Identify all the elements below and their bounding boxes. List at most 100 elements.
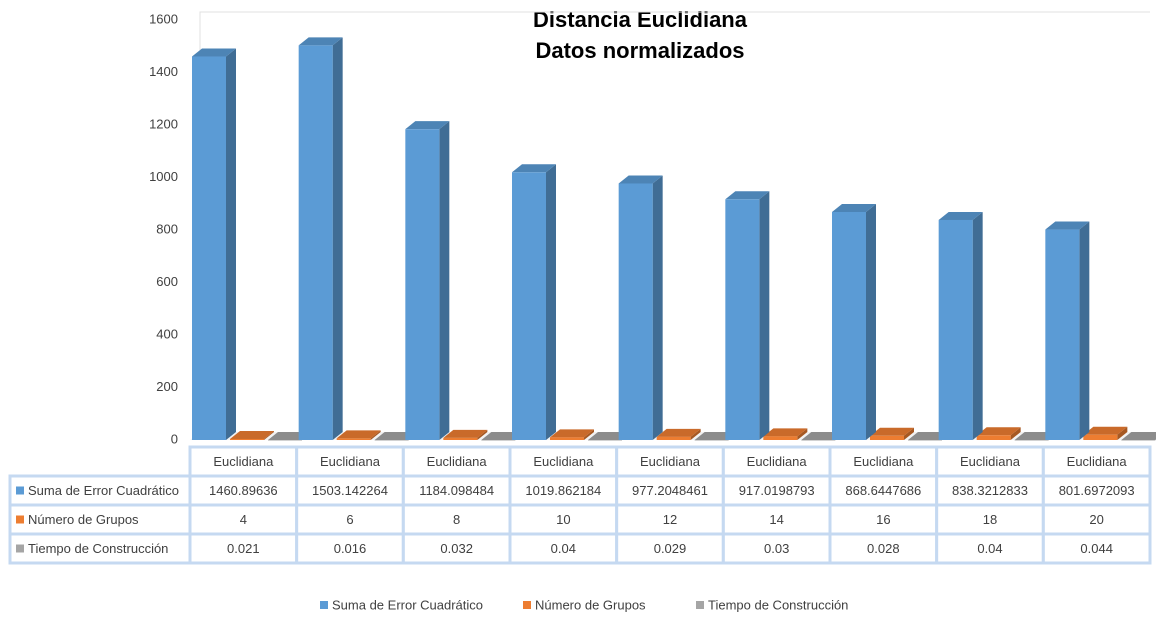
legend-swatch (523, 601, 531, 609)
legend-label: Suma de Error Cuadrático (332, 597, 483, 612)
bar (268, 439, 302, 441)
table-cell (295, 474, 405, 507)
bar (374, 439, 409, 441)
table-value: 0.032 (440, 541, 473, 556)
table-value: 18 (983, 512, 997, 527)
bar-top (763, 428, 808, 437)
bar-side (904, 427, 914, 440)
bar-side (477, 429, 488, 440)
bar-side (866, 203, 876, 440)
bar (481, 439, 516, 441)
chart-subtitle: Datos normalizados (535, 38, 744, 63)
table-cell (1041, 503, 1152, 536)
bar-top (938, 211, 983, 220)
table-cell (615, 474, 725, 507)
table-value: 8 (453, 512, 460, 527)
table-value: 14 (769, 512, 783, 527)
table-value: 0.021 (227, 541, 260, 556)
bar-side (1117, 426, 1128, 440)
x-tick-label: Euclidiana (320, 454, 381, 469)
y-tick-label: 400 (156, 326, 178, 341)
bar (801, 439, 836, 441)
y-tick-label: 0 (171, 431, 178, 446)
table-cell (1041, 532, 1152, 565)
series-label: Tiempo de Construcción (28, 541, 168, 556)
y-tick-label: 200 (156, 379, 178, 394)
bar (976, 435, 1011, 440)
x-tick-label: Euclidiana (747, 454, 808, 469)
bar-top (1083, 426, 1128, 435)
table-value: 1184.098484 (419, 483, 494, 498)
x-tick-label: Euclidiana (1067, 454, 1128, 469)
y-tick-label: 800 (156, 221, 178, 236)
bar-side (690, 428, 701, 440)
table-cell (401, 532, 512, 565)
bar-top (618, 175, 663, 184)
x-tick-label: Euclidiana (640, 454, 701, 469)
bar (336, 438, 371, 440)
table-value: 0.04 (977, 541, 1002, 556)
bar (908, 439, 942, 441)
table-value: 1460.89636 (209, 483, 278, 498)
bar (725, 199, 760, 440)
table-value: 12 (663, 512, 677, 527)
x-tick-label: Euclidiana (533, 454, 594, 469)
table-value: 0.044 (1080, 541, 1113, 556)
bar-top (870, 427, 914, 436)
table-cell (8, 532, 192, 565)
bar (550, 437, 584, 440)
x-tick-label: Euclidiana (960, 454, 1021, 469)
table-cell (295, 445, 405, 478)
bar-top (230, 430, 274, 439)
bar-top (1045, 221, 1090, 230)
table-value: 977.2048461 (632, 483, 708, 498)
bar-side (332, 37, 343, 440)
table-value: 1019.862184 (525, 483, 601, 498)
bar (405, 129, 440, 441)
table-value: 20 (1089, 512, 1103, 527)
y-tick-label: 1000 (149, 169, 178, 184)
bar (618, 183, 653, 440)
table-value: 868.6447686 (845, 483, 921, 498)
legend-swatch (320, 601, 328, 609)
y-tick-label: 1400 (149, 64, 178, 79)
series-label: Suma de Error Cuadrático (28, 483, 179, 498)
bar-side (264, 430, 274, 440)
bar-top (725, 191, 770, 200)
bar-top (512, 164, 556, 173)
bar (1014, 439, 1049, 441)
bar-side (759, 191, 770, 440)
table-cell (935, 445, 1045, 478)
bar-top (1121, 431, 1156, 440)
bar (656, 436, 691, 440)
table-value: 838.3212833 (952, 483, 1028, 498)
bar-side (584, 429, 594, 440)
bar (588, 439, 622, 441)
bar (443, 437, 478, 440)
x-tick-label: Euclidiana (213, 454, 274, 469)
bar-top (443, 429, 488, 438)
table-value: 16 (876, 512, 890, 527)
bar (694, 439, 729, 441)
legend-swatch (16, 544, 24, 553)
table-value: 4 (240, 512, 247, 527)
table-value: 917.0198793 (739, 483, 815, 498)
chart-title: Distancia Euclidiana (533, 7, 748, 32)
bar-side (1010, 427, 1021, 440)
bar-side (797, 428, 808, 440)
bar (1083, 434, 1118, 440)
bar-top (832, 203, 876, 212)
x-tick-label: Euclidiana (853, 454, 914, 469)
bar-side (972, 211, 983, 440)
bar (763, 436, 798, 440)
table-value: 801.6972093 (1059, 483, 1135, 498)
bar-side (226, 48, 236, 440)
bar (938, 219, 973, 440)
table-cell (721, 474, 832, 507)
y-tick-label: 1200 (149, 116, 178, 131)
bar (1121, 439, 1156, 441)
table-value: 10 (556, 512, 570, 527)
table-value: 0.03 (764, 541, 789, 556)
bar-top (336, 430, 381, 439)
